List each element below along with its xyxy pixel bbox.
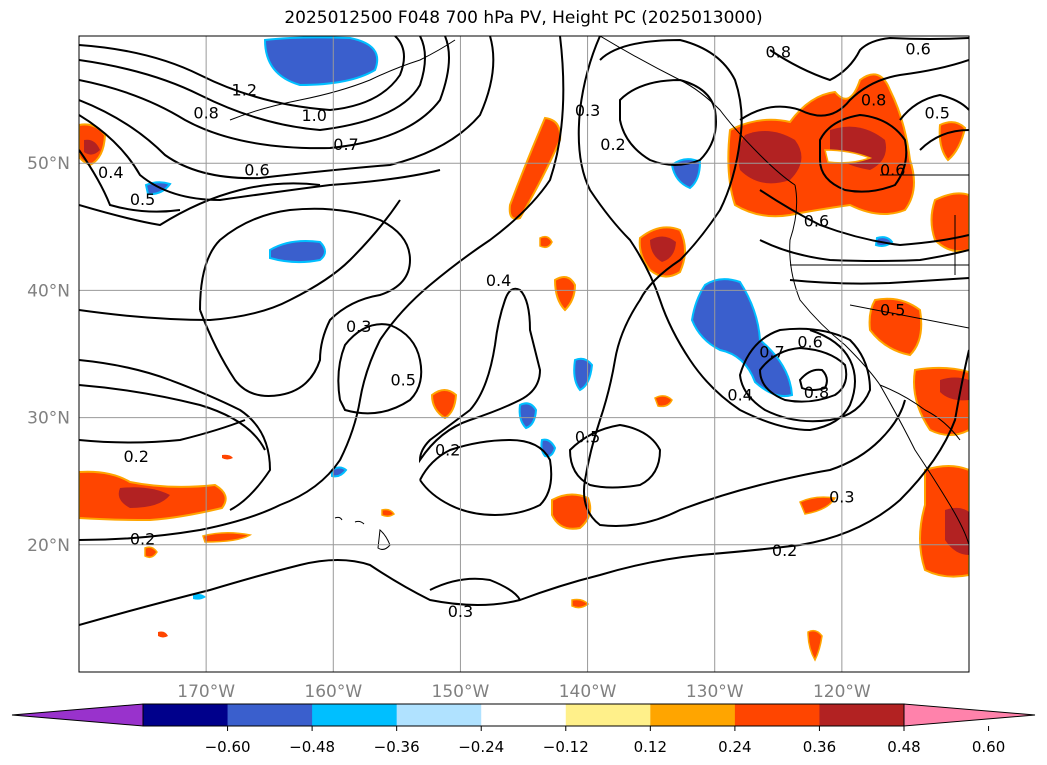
colorbar-tick-label: 0.24 [718, 738, 751, 756]
contour-label: 0.5 [924, 103, 949, 122]
contour-label: 0.5 [880, 300, 905, 319]
contour-label: 0.4 [727, 386, 752, 405]
height-contours [79, 36, 969, 626]
contour-label: 0.8 [766, 42, 791, 61]
colorbar-tick-label: 0.36 [803, 738, 836, 756]
contour-label: 0.4 [98, 163, 123, 182]
lat-tick-label: 30°N [27, 409, 70, 429]
contour-label: 0.6 [797, 332, 822, 351]
lon-tick-label: 130°W [686, 682, 744, 702]
contour-label: 0.2 [772, 541, 797, 560]
contour-label: 0.3 [448, 602, 473, 621]
lon-tick-label: 120°W [813, 682, 871, 702]
colorbar-segment [819, 704, 905, 726]
pv-shading [79, 36, 969, 662]
colorbar-segment [312, 704, 398, 726]
colorbar-tick-label: −0.60 [205, 738, 251, 756]
contour-label: 0.5 [390, 370, 415, 389]
colorbar-tick-label: −0.24 [458, 738, 504, 756]
colorbar-segment [143, 704, 229, 726]
map-frame [78, 35, 970, 673]
contour-label: 0.6 [244, 161, 269, 180]
contour-label: 0.5 [575, 428, 600, 447]
contour-label: 0.2 [130, 529, 155, 548]
contour-label: 0.8 [193, 103, 218, 122]
lon-tick-label: 140°W [559, 682, 617, 702]
colorbar-tick-label: −0.48 [289, 738, 335, 756]
contour-label: 1.2 [232, 80, 257, 99]
lat-tick-label: 40°N [27, 281, 70, 301]
contour-label: 0.6 [880, 161, 905, 180]
contour-label: 0.8 [861, 91, 886, 110]
contour-labels: 1.21.00.80.70.60.40.50.30.40.50.20.50.20… [98, 40, 950, 621]
contour-label: 0.7 [759, 342, 784, 361]
lat-tick-label: 20°N [27, 536, 70, 556]
lon-tick-label: 170°W [177, 682, 235, 702]
map-title: 2025012500 F048 700 hPa PV, Height PC (2… [284, 8, 763, 28]
colorbar-extend-low [11, 703, 144, 727]
contour-label: 0.7 [333, 135, 358, 154]
colorbar: −0.60 −0.48 −0.36 −0.24 −0.12 0.12 0.24 0.36 0.4… [11, 703, 1036, 756]
contour-label: 0.3 [829, 487, 854, 506]
colorbar-extend-high [903, 703, 1036, 727]
contour-label: 0.2 [435, 440, 460, 459]
lat-tick-label: 50°N [27, 154, 70, 174]
contour-label: 0.6 [905, 40, 930, 59]
colorbar-segment [481, 704, 567, 726]
contour-label: 0.2 [600, 135, 625, 154]
contour-label: 0.3 [575, 101, 600, 120]
axis-tick-labels: 170°W 160°W 150°W 140°W 130°W 120°W 20°N 30°N 40… [27, 154, 871, 702]
colorbar-segment [565, 704, 651, 726]
contour-label: 0.5 [130, 190, 155, 209]
colorbar-segment [650, 704, 736, 726]
colorbar-segment [396, 704, 482, 726]
contour-label: 0.4 [486, 271, 511, 290]
contour-label: 0.3 [346, 317, 371, 336]
contour-label: 0.6 [804, 211, 829, 230]
colorbar-outline [142, 703, 905, 727]
lon-tick-label: 150°W [432, 682, 490, 702]
colorbar-tick-label: 0.48 [887, 738, 920, 756]
contour-label: 1.0 [301, 106, 326, 125]
contour-label: 0.8 [804, 383, 829, 402]
colorbar-tick-label: −0.12 [543, 738, 589, 756]
lon-tick-label: 160°W [304, 682, 362, 702]
colorbar-tick-label: −0.36 [374, 738, 420, 756]
colorbar-tick-label: 0.60 [972, 738, 1005, 756]
graticule [79, 36, 969, 672]
contour-label: 0.2 [123, 447, 148, 466]
colorbar-segment [734, 704, 820, 726]
colorbar-segment [227, 704, 313, 726]
colorbar-tick-label: 0.12 [634, 738, 667, 756]
